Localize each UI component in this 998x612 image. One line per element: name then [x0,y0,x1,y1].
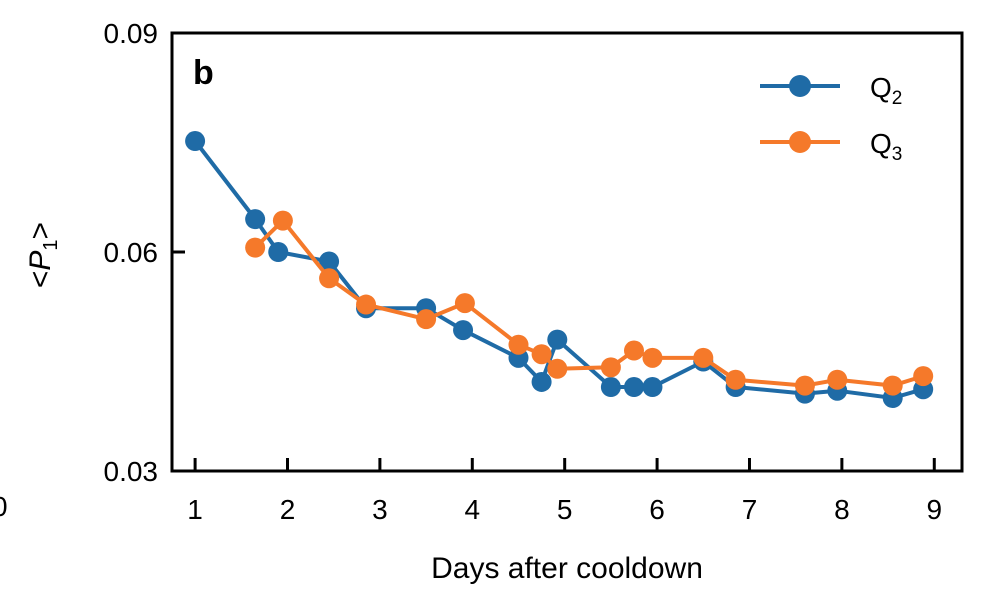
series-q3 [245,210,934,396]
x-tick-label: 2 [280,494,296,525]
data-point-q2 [623,377,644,398]
data-point-q2 [268,242,289,262]
y-label-sub: 1 [40,239,62,250]
y-label-suffix: > [24,222,57,240]
data-point-q3 [882,375,903,396]
plot-frame [170,31,964,473]
x-tick-label: 8 [834,494,850,525]
x-tick-label: 6 [649,494,665,525]
data-point-q2 [245,209,266,230]
legend-label-q3-name: Q [870,128,892,159]
data-point-q3 [600,357,621,378]
x-tick-label: 3 [372,494,388,525]
legend-label-q2-name: Q [870,72,892,103]
data-point-q3 [725,369,746,390]
data-point-q3 [693,347,714,368]
panel-label: b [193,54,214,92]
data-point-q3 [794,375,815,396]
x-tick-label: 7 [742,494,758,525]
legend-entry-q3: Q3 [760,128,902,165]
legend-marker-q2 [789,75,811,97]
x-tick-label: 1 [187,494,203,525]
y-tick-label: 0.09 [104,18,159,49]
data-point-q3 [356,294,377,315]
data-point-q3 [416,309,437,330]
data-point-q2 [185,131,206,152]
data-point-q2 [547,329,568,350]
data-point-q3 [547,358,568,379]
data-point-q2 [642,377,663,398]
legend-label-q2: Q2 [870,72,902,109]
legend: Q2 Q3 [760,72,902,165]
data-point-q2 [319,251,340,272]
x-tick-label: 5 [557,494,573,525]
y-tick-label: 0.06 [104,237,159,268]
legend-label-q3: Q3 [870,128,902,165]
x-tick-label: 4 [465,494,481,525]
data-point-q3 [454,293,475,314]
axis-ticks: 1 2 3 4 5 6 7 8 9 0.03 0.06 0.09 [104,18,943,525]
y-tick-label: 0.03 [104,456,159,487]
legend-marker-q3 [789,131,811,153]
y-label-prefix: < [24,271,57,289]
data-point-q3 [531,344,552,365]
series-line-q3 [253,218,924,388]
y-axis-label: <P1> [24,222,62,288]
data-point-q3 [245,237,266,258]
data-point-q3 [272,210,293,231]
series-layer [185,131,934,408]
data-point-q2 [453,320,474,341]
data-point-q3 [319,268,340,289]
legend-label-q2-sub: 2 [892,88,903,109]
data-point-q3 [913,366,934,387]
data-point-q2 [600,377,621,398]
x-axis-label: Days after cooldown [431,552,703,585]
data-point-q3 [623,340,644,361]
legend-label-q3-sub: 3 [892,144,903,165]
legend-entry-q2: Q2 [760,72,902,109]
data-point-q3 [827,369,848,390]
data-point-q3 [508,334,529,355]
x-tick-label: 9 [926,494,942,525]
data-point-q2 [531,371,552,392]
y-label-var: P [24,251,57,271]
edge-fragment-text: 0 [0,491,8,522]
data-point-q3 [642,347,663,368]
